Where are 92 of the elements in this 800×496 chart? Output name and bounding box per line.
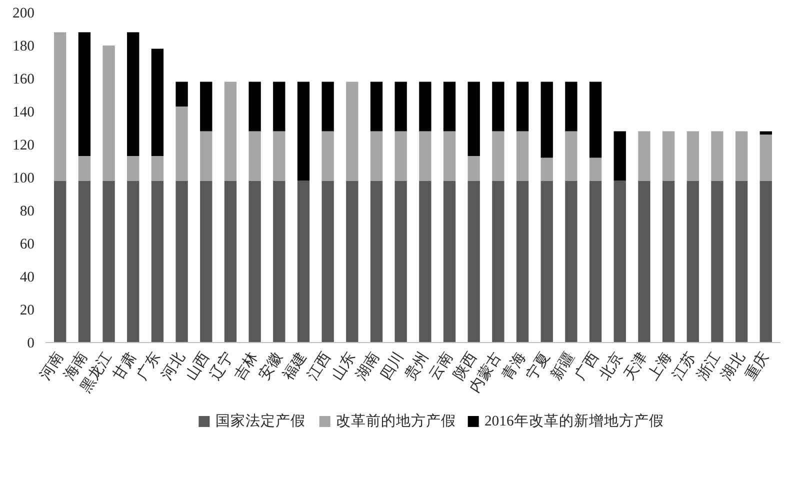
- bar: [273, 131, 286, 181]
- bar: [760, 134, 772, 181]
- bar: [711, 131, 724, 181]
- bar: [443, 131, 456, 181]
- bar: [540, 180, 553, 342]
- y-tick-label: 180: [12, 38, 34, 54]
- bar: [322, 180, 334, 342]
- bar: [78, 180, 91, 342]
- bar: [151, 48, 164, 156]
- bar: [151, 180, 164, 342]
- bar: [735, 131, 748, 181]
- bar: [662, 131, 675, 181]
- bar: [492, 82, 504, 132]
- bar: [370, 82, 383, 132]
- bar: [614, 131, 626, 181]
- legend-label: 改革前的地方产假: [336, 412, 456, 430]
- bar: [273, 82, 286, 132]
- bar: [468, 180, 480, 342]
- bar: [711, 180, 724, 342]
- bar: [565, 82, 578, 132]
- bar: [102, 180, 115, 342]
- bar: [176, 82, 188, 107]
- y-tick-label: 60: [20, 236, 34, 252]
- bar: [200, 131, 212, 181]
- y-tick-label: 200: [12, 6, 34, 22]
- bar: [638, 131, 650, 181]
- bar: [662, 180, 675, 342]
- y-tick-label: 0: [27, 336, 34, 352]
- bar: [224, 82, 237, 181]
- bar: [346, 82, 358, 181]
- bar: [322, 131, 334, 181]
- bar: [638, 180, 650, 342]
- bar: [54, 32, 66, 181]
- bar: [248, 82, 261, 132]
- bar: [735, 180, 748, 342]
- bar: [589, 158, 602, 181]
- bar: [686, 180, 699, 342]
- bar: [394, 131, 407, 181]
- bar: [127, 156, 140, 181]
- bar: [540, 158, 553, 181]
- bar: [394, 82, 407, 132]
- bar: [176, 180, 188, 342]
- bar: [419, 131, 432, 181]
- bar: [540, 82, 553, 158]
- bar: [760, 180, 772, 342]
- bar: [248, 131, 261, 181]
- y-tick-label: 20: [20, 302, 34, 318]
- bar: [589, 82, 602, 158]
- bar: [443, 180, 456, 342]
- bar: [78, 32, 91, 156]
- bar: [273, 180, 286, 342]
- legend-label: 国家法定产假: [215, 412, 306, 430]
- bar: [151, 156, 164, 181]
- bar: [419, 82, 432, 132]
- bar: [614, 180, 626, 342]
- bar: [565, 131, 578, 181]
- bar: [686, 131, 699, 181]
- bar: [297, 180, 310, 342]
- bar: [102, 46, 115, 181]
- bar: [224, 180, 237, 342]
- bar: [54, 180, 66, 342]
- bar: [516, 82, 529, 132]
- y-tick-label: 140: [12, 104, 34, 120]
- bar: [565, 180, 578, 342]
- y-tick-label: 80: [20, 204, 34, 220]
- bar: [370, 131, 383, 181]
- bar: [492, 131, 504, 181]
- bar: [492, 180, 504, 342]
- bar: [200, 82, 212, 132]
- bar: [127, 32, 140, 156]
- bar: [516, 180, 529, 342]
- y-tick-label: 100: [12, 170, 34, 186]
- bar: [346, 180, 358, 342]
- bar: [297, 82, 310, 181]
- y-tick-label: 160: [12, 72, 34, 88]
- bar: [394, 180, 407, 342]
- bar: [322, 82, 334, 132]
- bar: [516, 131, 529, 181]
- y-tick-label: 120: [12, 138, 34, 154]
- bar: [78, 156, 91, 181]
- bar: [127, 180, 140, 342]
- bar: [468, 82, 480, 156]
- y-tick-label: 40: [20, 270, 34, 286]
- bar: [589, 180, 602, 342]
- legend-label: 2016年改革的新增地方产假: [484, 412, 664, 430]
- bar: [370, 180, 383, 342]
- bar: [200, 180, 212, 342]
- bar: [443, 82, 456, 132]
- bar: [468, 156, 480, 181]
- bar: [248, 180, 261, 342]
- bar: [176, 106, 188, 181]
- bar: [419, 180, 432, 342]
